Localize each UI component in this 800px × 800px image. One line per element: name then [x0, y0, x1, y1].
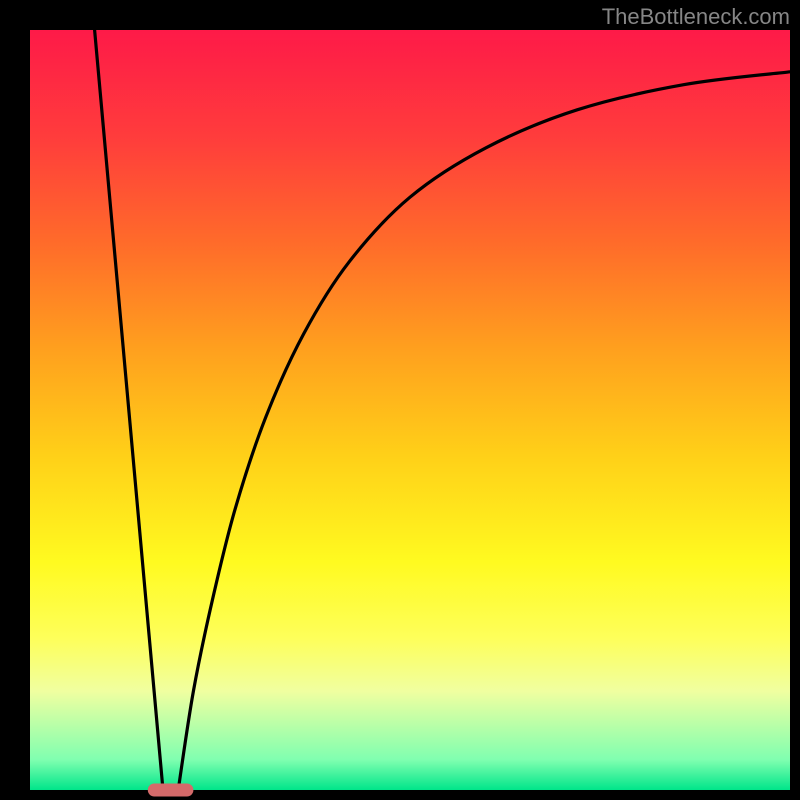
bottleneck-chart [0, 0, 800, 800]
watermark-text: TheBottleneck.com [602, 4, 790, 30]
chart-background [30, 30, 790, 790]
chart-container: TheBottleneck.com [0, 0, 800, 800]
bottleneck-marker [148, 784, 194, 797]
